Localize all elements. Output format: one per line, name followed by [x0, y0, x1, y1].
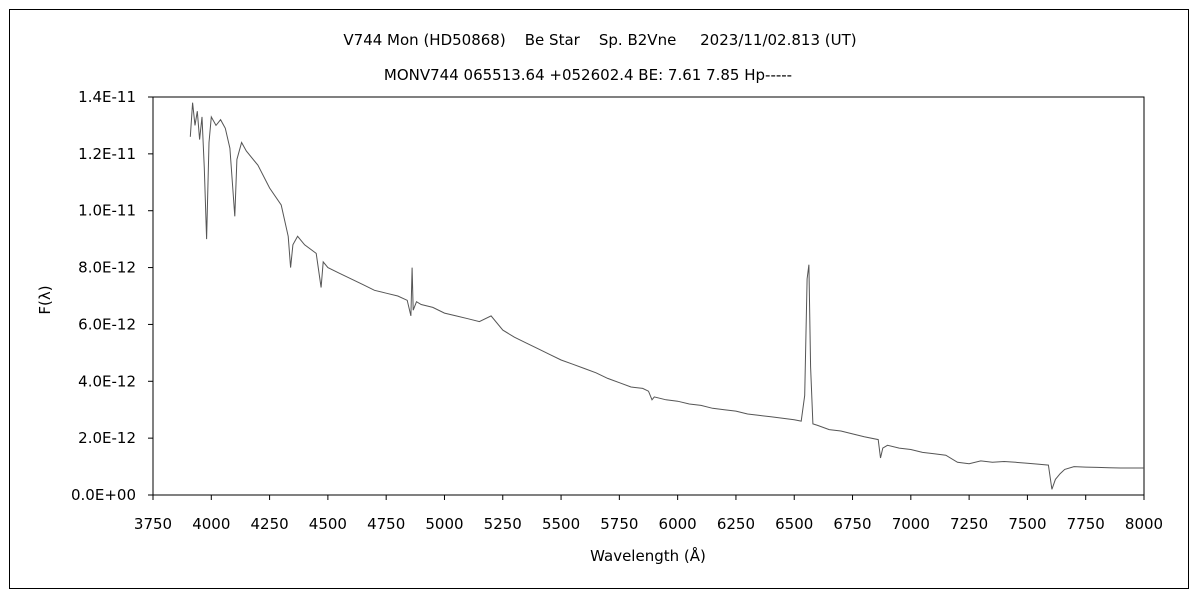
x-tick-label: 6500: [775, 515, 813, 533]
y-tick-label: 2.0E-12: [78, 429, 136, 447]
x-tick-label: 6000: [659, 515, 697, 533]
y-tick-label: 1.4E-11: [78, 88, 136, 106]
x-tick-label: 6750: [833, 515, 871, 533]
y-tick-label: 8.0E-12: [78, 259, 136, 277]
x-tick-label: 4500: [309, 515, 347, 533]
x-axis-label: Wavelength (Å): [590, 546, 706, 565]
chart-title: V744 Mon (HD50868) Be Star Sp. B2Vne 202…: [343, 31, 856, 49]
x-tick-label: 7750: [1067, 515, 1105, 533]
y-tick-label: 1.2E-11: [78, 145, 136, 163]
x-tick-label: 5250: [484, 515, 522, 533]
x-tick-label: 5750: [600, 515, 638, 533]
y-tick-label: 4.0E-12: [78, 372, 136, 390]
chart-frame: [9, 9, 1189, 589]
x-tick-label: 7500: [1008, 515, 1046, 533]
spectrum-series-line: [189, 102, 1144, 490]
x-tick-label: 3750: [134, 515, 172, 533]
y-axis-label: F(λ): [36, 285, 54, 314]
x-tick-label: 5500: [542, 515, 580, 533]
x-tick-label: 7000: [892, 515, 930, 533]
x-tick-label: 7250: [950, 515, 988, 533]
x-tick-label: 6250: [717, 515, 755, 533]
x-tick-label: 5000: [425, 515, 463, 533]
x-tick-label: 8000: [1125, 515, 1163, 533]
y-axis: 0.0E+00 2.0E-12 4.0E-12 6.0E-12 8.0E-12 1.0E-…: [71, 88, 153, 504]
x-axis: 3750 4000 4250 4500 4750 5000 5250 5500 5750 6000…: [134, 495, 1163, 533]
chart-subtitle: MONV744 065513.64 +052602.4 BE: 7.61 7.8…: [384, 66, 792, 84]
x-tick-label: 4000: [192, 515, 230, 533]
plot-area: [152, 96, 1145, 496]
x-tick-label: 4250: [250, 515, 288, 533]
y-tick-label: 6.0E-12: [78, 315, 136, 333]
y-tick-label: 1.0E-11: [78, 202, 136, 220]
y-tick-label: 0.0E+00: [71, 486, 136, 504]
x-tick-label: 4750: [367, 515, 405, 533]
